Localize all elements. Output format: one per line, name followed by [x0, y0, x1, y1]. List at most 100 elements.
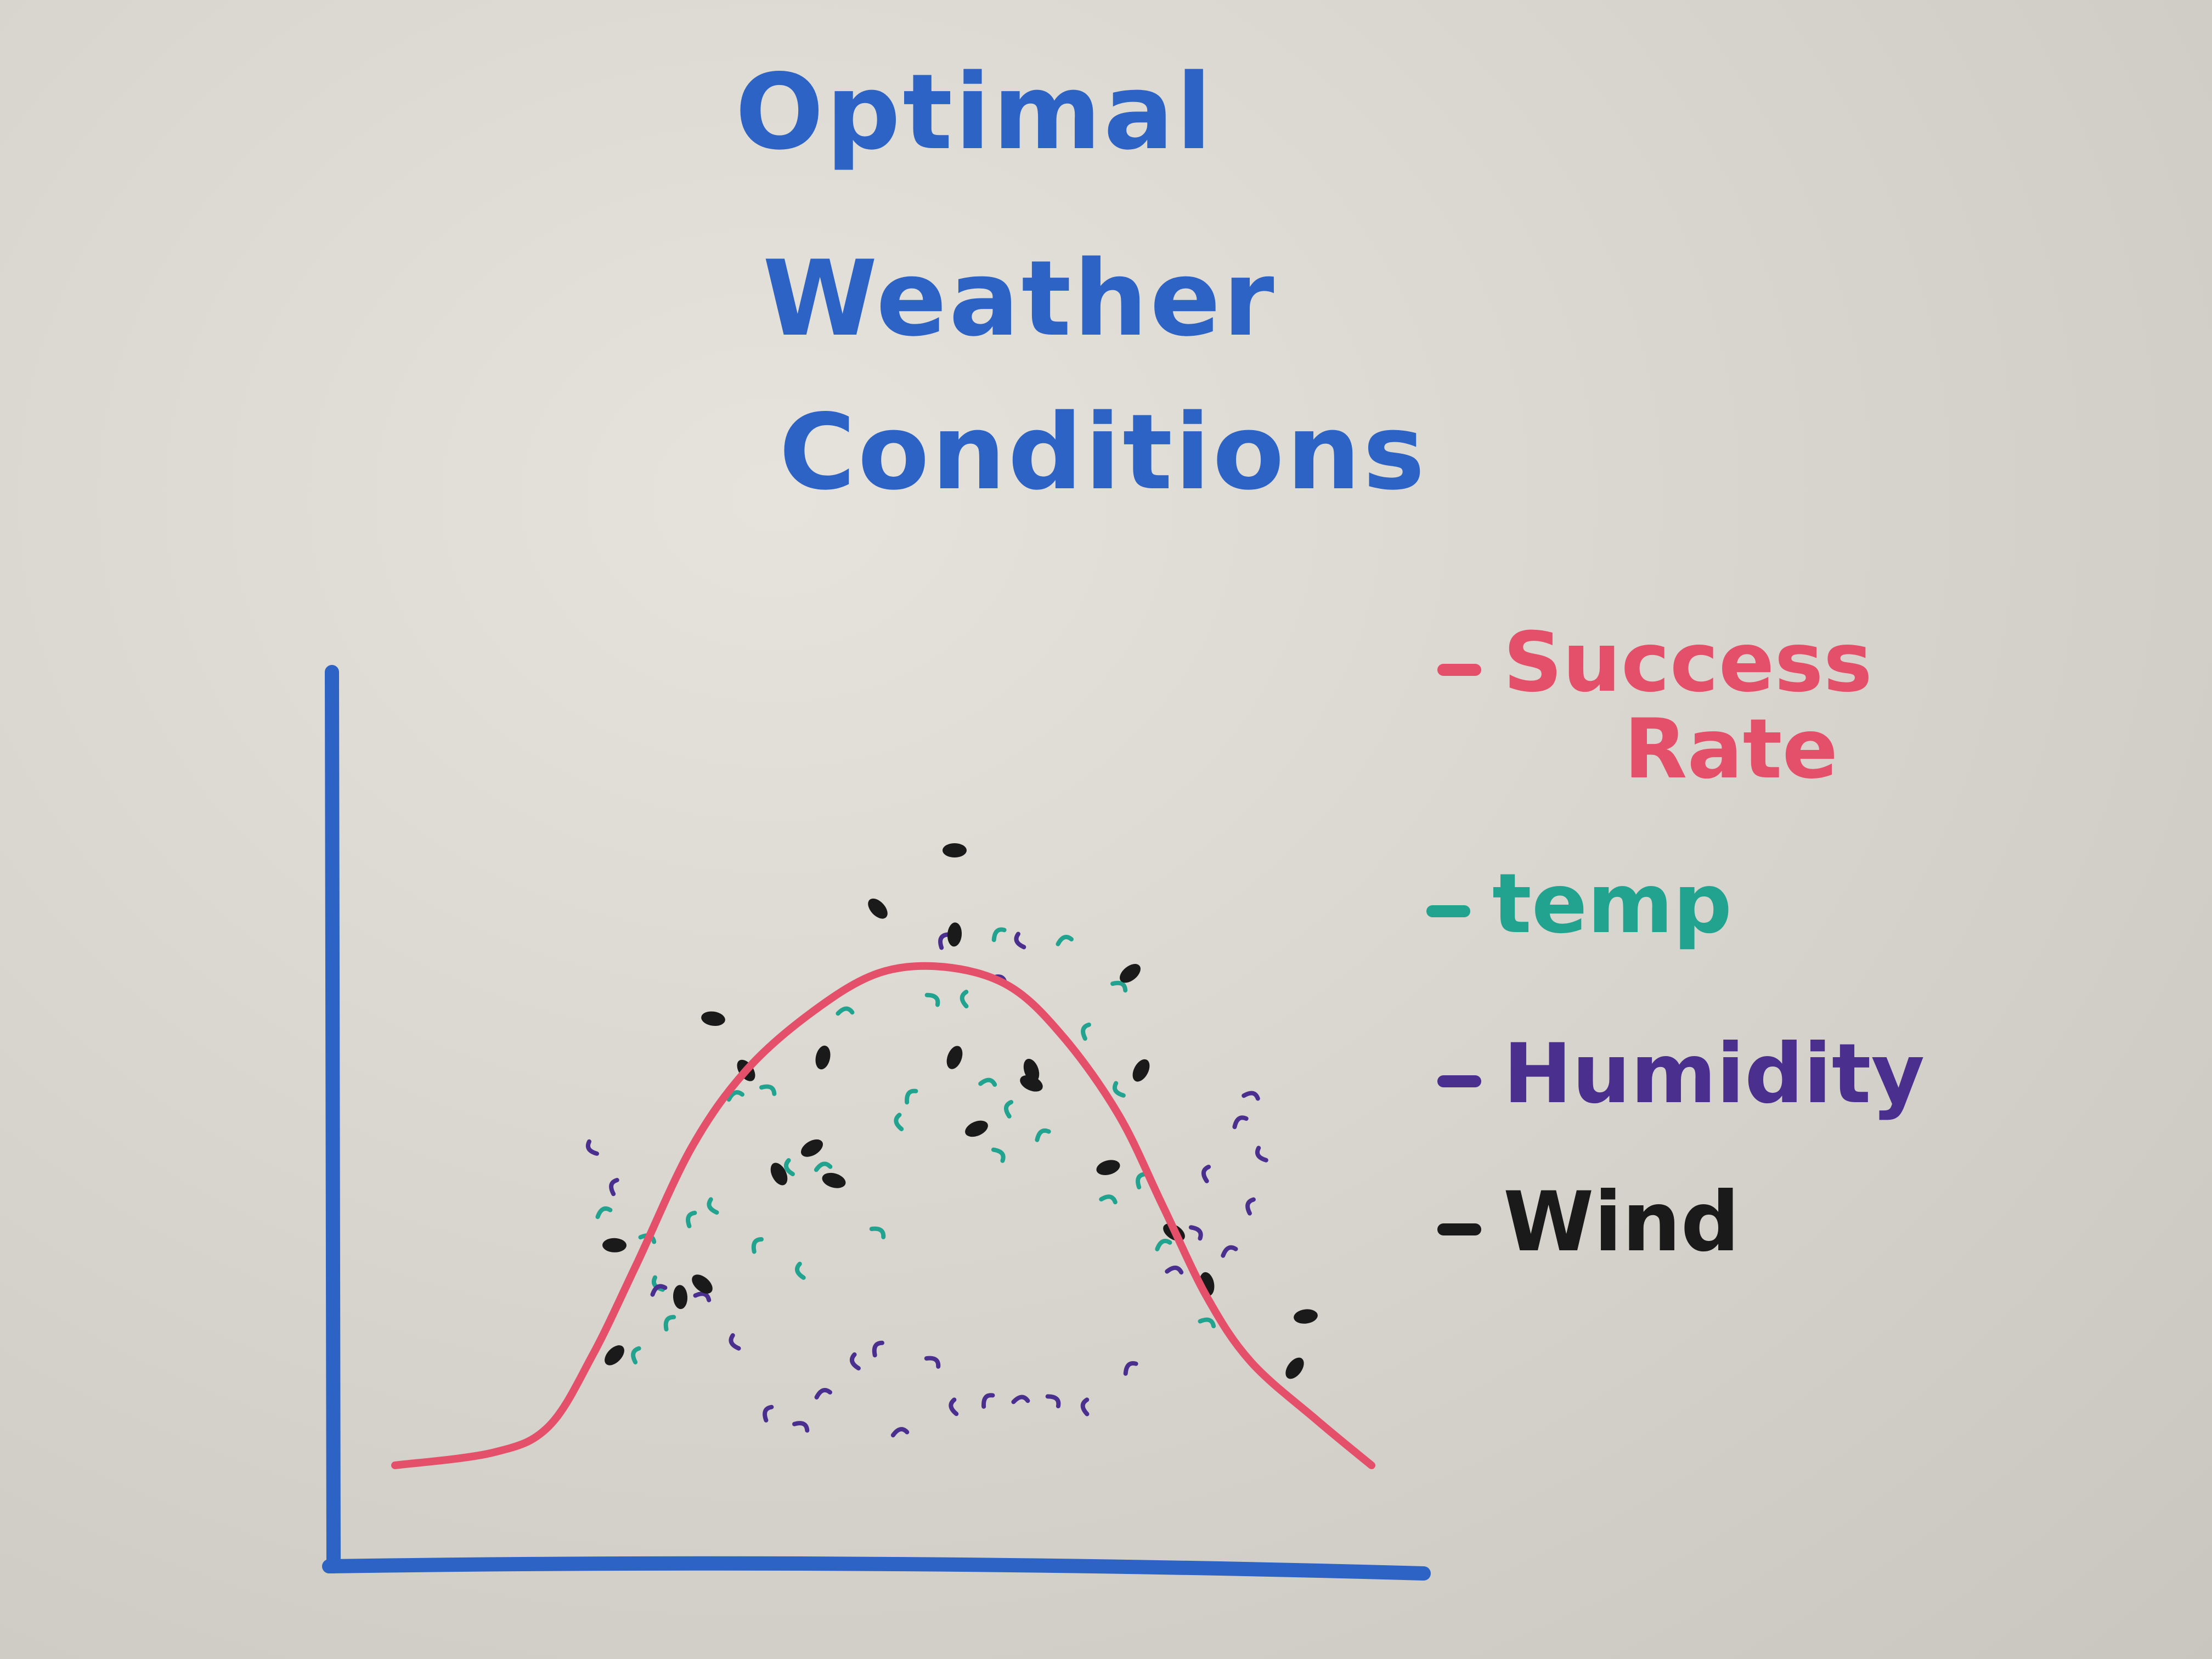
point-wind-15 [1096, 1160, 1120, 1175]
point-humidity-10 [890, 1427, 910, 1438]
legend-swatch-humidity [1437, 1075, 1481, 1087]
point-temp-0 [651, 1275, 665, 1292]
point-temp-18 [978, 1077, 997, 1087]
point-temp-13 [905, 1088, 918, 1105]
point-temp-15 [924, 992, 940, 1007]
point-humidity-14 [1011, 1395, 1030, 1404]
point-wind-9 [770, 1163, 788, 1186]
point-wind-23 [602, 1238, 627, 1252]
point-wind-10 [946, 1046, 963, 1069]
point-temp-14 [836, 1006, 855, 1016]
point-temp-7 [759, 1084, 777, 1096]
point-humidity-19 [1188, 1225, 1203, 1241]
legend-label-success-rate: Success Rate [1503, 615, 1872, 797]
point-wind-19 [1294, 1309, 1318, 1324]
point-humidity-28 [938, 932, 950, 950]
legend-item-wind: Wind [1437, 1179, 1740, 1266]
point-humidity-12 [949, 1397, 959, 1417]
series-wind [602, 843, 1318, 1379]
point-wind-11 [965, 1120, 988, 1137]
point-humidity-24 [1245, 1197, 1256, 1216]
point-temp-6 [726, 1090, 744, 1102]
legend-label-success-rate-line-1: Success [1503, 615, 1872, 710]
point-humidity-21 [1232, 1115, 1249, 1130]
point-wind-4 [701, 1011, 725, 1026]
series-humidity [585, 932, 1268, 1438]
point-humidity-15 [1045, 1394, 1061, 1409]
x-axis [322, 1556, 1431, 1581]
point-wind-21 [673, 1285, 688, 1310]
point-humidity-6 [814, 1387, 832, 1400]
point-humidity-5 [763, 1404, 774, 1423]
point-wind-14 [1132, 1059, 1150, 1082]
legend-label-humidity: Humidity [1503, 1031, 1925, 1118]
point-temp-26 [1198, 1317, 1216, 1329]
chart-title-line-3: Conditions [779, 392, 1427, 513]
point-temp-16 [960, 990, 969, 1009]
point-temp-10 [814, 1161, 833, 1172]
point-temp-4 [707, 1197, 719, 1215]
point-temp-32 [663, 1314, 676, 1331]
series-line-success-rate [391, 962, 1375, 1469]
legend-swatch-wind [1437, 1223, 1481, 1235]
point-humidity-3 [693, 1291, 712, 1302]
point-humidity-2 [650, 1284, 668, 1297]
legend-item-humidity: Humidity [1437, 1031, 1925, 1118]
series-success-rate [391, 962, 1375, 1469]
point-humidity-4 [729, 1333, 741, 1351]
point-humidity-1 [609, 1178, 619, 1197]
point-humidity-20 [1201, 1164, 1211, 1183]
chart-title-line-1: Optimal [735, 52, 1214, 173]
point-temp-31 [794, 1261, 806, 1280]
point-wind-1 [868, 898, 888, 919]
legend-swatch-success-rate [1437, 664, 1481, 676]
point-humidity-25 [1221, 1245, 1238, 1258]
point-temp-5 [686, 1210, 697, 1228]
legend-label-temp-line-1: temp [1492, 856, 1733, 952]
chart-axes [322, 665, 1431, 1581]
point-wind-2 [947, 922, 962, 947]
point-humidity-11 [924, 1356, 941, 1369]
point-temp-30 [1110, 980, 1128, 993]
legend-label-temp: temp [1492, 861, 1732, 948]
legend-item-temp: temp [1426, 861, 1732, 948]
point-humidity-16 [1080, 1397, 1090, 1417]
point-temp-1 [631, 1346, 641, 1365]
point-temp-9 [751, 1237, 764, 1254]
point-humidity-18 [1165, 1265, 1184, 1275]
point-temp-23 [1112, 1081, 1126, 1098]
chart-title-line-2: Weather [763, 238, 1277, 359]
point-temp-29 [1056, 934, 1074, 946]
point-humidity-8 [849, 1352, 861, 1371]
point-temp-19 [991, 1147, 1006, 1163]
legend-label-success-rate-line-2: Rate [1624, 701, 1838, 797]
point-wind-20 [692, 1274, 713, 1294]
point-humidity-9 [872, 1340, 884, 1358]
point-wind-0 [943, 843, 967, 857]
point-humidity-23 [1255, 1146, 1268, 1163]
point-humidity-17 [1123, 1361, 1138, 1376]
point-wind-7 [800, 1139, 823, 1157]
point-humidity-22 [1242, 1091, 1260, 1101]
y-axis [325, 665, 341, 1573]
point-humidity-13 [981, 1393, 995, 1409]
point-temp-20 [1004, 1099, 1014, 1119]
point-humidity-7 [792, 1421, 810, 1433]
chart-series [391, 843, 1375, 1469]
point-wind-18 [1285, 1357, 1304, 1379]
point-temp-28 [1136, 1172, 1147, 1190]
legend-label-wind: Wind [1503, 1179, 1740, 1266]
point-temp-12 [894, 1113, 904, 1131]
legend-swatch-temp [1426, 905, 1470, 917]
point-temp-22 [1099, 1194, 1118, 1205]
point-wind-13 [1023, 1058, 1040, 1082]
legend-item-success-rate: Success Rate [1437, 615, 1872, 797]
point-temp-17 [991, 927, 1007, 943]
point-humidity-0 [585, 1139, 599, 1156]
legend-label-humidity-line-1: Humidity [1503, 1026, 1925, 1122]
point-wind-8 [822, 1172, 846, 1188]
point-temp-25 [1155, 1239, 1172, 1251]
point-wind-22 [605, 1345, 624, 1365]
